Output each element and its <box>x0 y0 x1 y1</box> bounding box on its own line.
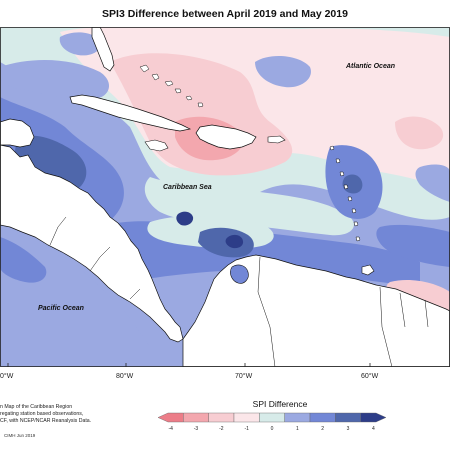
field-blue-steel-east <box>342 174 363 194</box>
legend-swatch <box>233 412 260 423</box>
spi-difference-legend: -4 -3 -2 -1 0 1 2 3 4 <box>157 412 387 432</box>
land-south-america <box>182 254 450 367</box>
description-line-3: CF, with NCEP/NCAR Reanalysis Data. <box>0 418 92 424</box>
legend-title: SPI Difference <box>252 399 308 409</box>
land-central-america <box>0 144 184 343</box>
tick-label-80w: 80°W <box>116 373 134 380</box>
field-navy-spot-central <box>176 211 194 226</box>
land-hispaniola <box>195 124 257 150</box>
legend-swatch <box>183 412 209 423</box>
legend-tick-label: 2 <box>321 426 324 432</box>
pacific-ocean-label: Pacific Ocean <box>38 305 84 312</box>
country-borders <box>49 216 429 367</box>
field-blue-lobe-n <box>0 60 110 100</box>
description-line-1: n Map of the Caribbean Region <box>0 404 73 410</box>
legend-tick-label: 3 <box>347 426 350 432</box>
legend-tick-label: -3 <box>194 426 199 432</box>
tick-label-90w: 0°W <box>0 373 14 380</box>
legend-swatch <box>157 412 184 423</box>
land-bahamas <box>139 64 204 108</box>
tick-label-60w: 60°W <box>361 373 379 380</box>
legend-tick-label: 1 <box>296 426 299 432</box>
land-yucatan <box>0 118 35 148</box>
legend-swatch <box>284 412 311 423</box>
legend-tick-label: -1 <box>244 426 249 432</box>
field-blue-west-coast <box>0 217 150 347</box>
land-puerto-rico <box>267 135 286 144</box>
land-cuba <box>69 94 192 132</box>
field-blue-lobe-ne <box>255 55 311 88</box>
field-navy-spot-south <box>225 234 244 249</box>
tick-label-70w: 70°W <box>235 373 253 380</box>
legend-swatch <box>259 412 285 423</box>
legend-swatch <box>208 412 235 423</box>
description-line-2: regating station based observations, <box>0 411 84 417</box>
land-trinidad <box>361 264 375 276</box>
field-blue-east-edge <box>376 224 450 267</box>
legend-tick-label: 0 <box>271 426 274 432</box>
field-blue-light-atlantic <box>415 164 450 202</box>
caribbean-sea-label: Caribbean Sea <box>163 184 212 191</box>
map-title: SPI3 Difference between April 2019 and M… <box>102 8 348 20</box>
legend-swatch <box>309 412 336 423</box>
atlantic-ocean-label: Atlantic Ocean <box>346 63 396 70</box>
legend-swatch <box>335 412 361 423</box>
legend-tick-label: -4 <box>168 426 173 432</box>
land-lesser-antilles <box>329 145 361 242</box>
field-blue-mid-pacific <box>0 237 47 283</box>
legend-swatch <box>360 412 387 423</box>
land-florida <box>91 27 115 72</box>
longitude-ticks <box>7 363 371 367</box>
credit-text: CIMH Jun 2019 <box>4 433 36 438</box>
land-jamaica <box>144 139 169 152</box>
field-pink-mid-east <box>395 116 444 150</box>
field-blue-lobe-nw <box>59 32 101 56</box>
spi-difference-map <box>0 27 450 367</box>
land-lake-maracaibo <box>230 264 249 284</box>
legend-tick-label: 4 <box>372 426 375 432</box>
legend-tick-label: -2 <box>219 426 224 432</box>
